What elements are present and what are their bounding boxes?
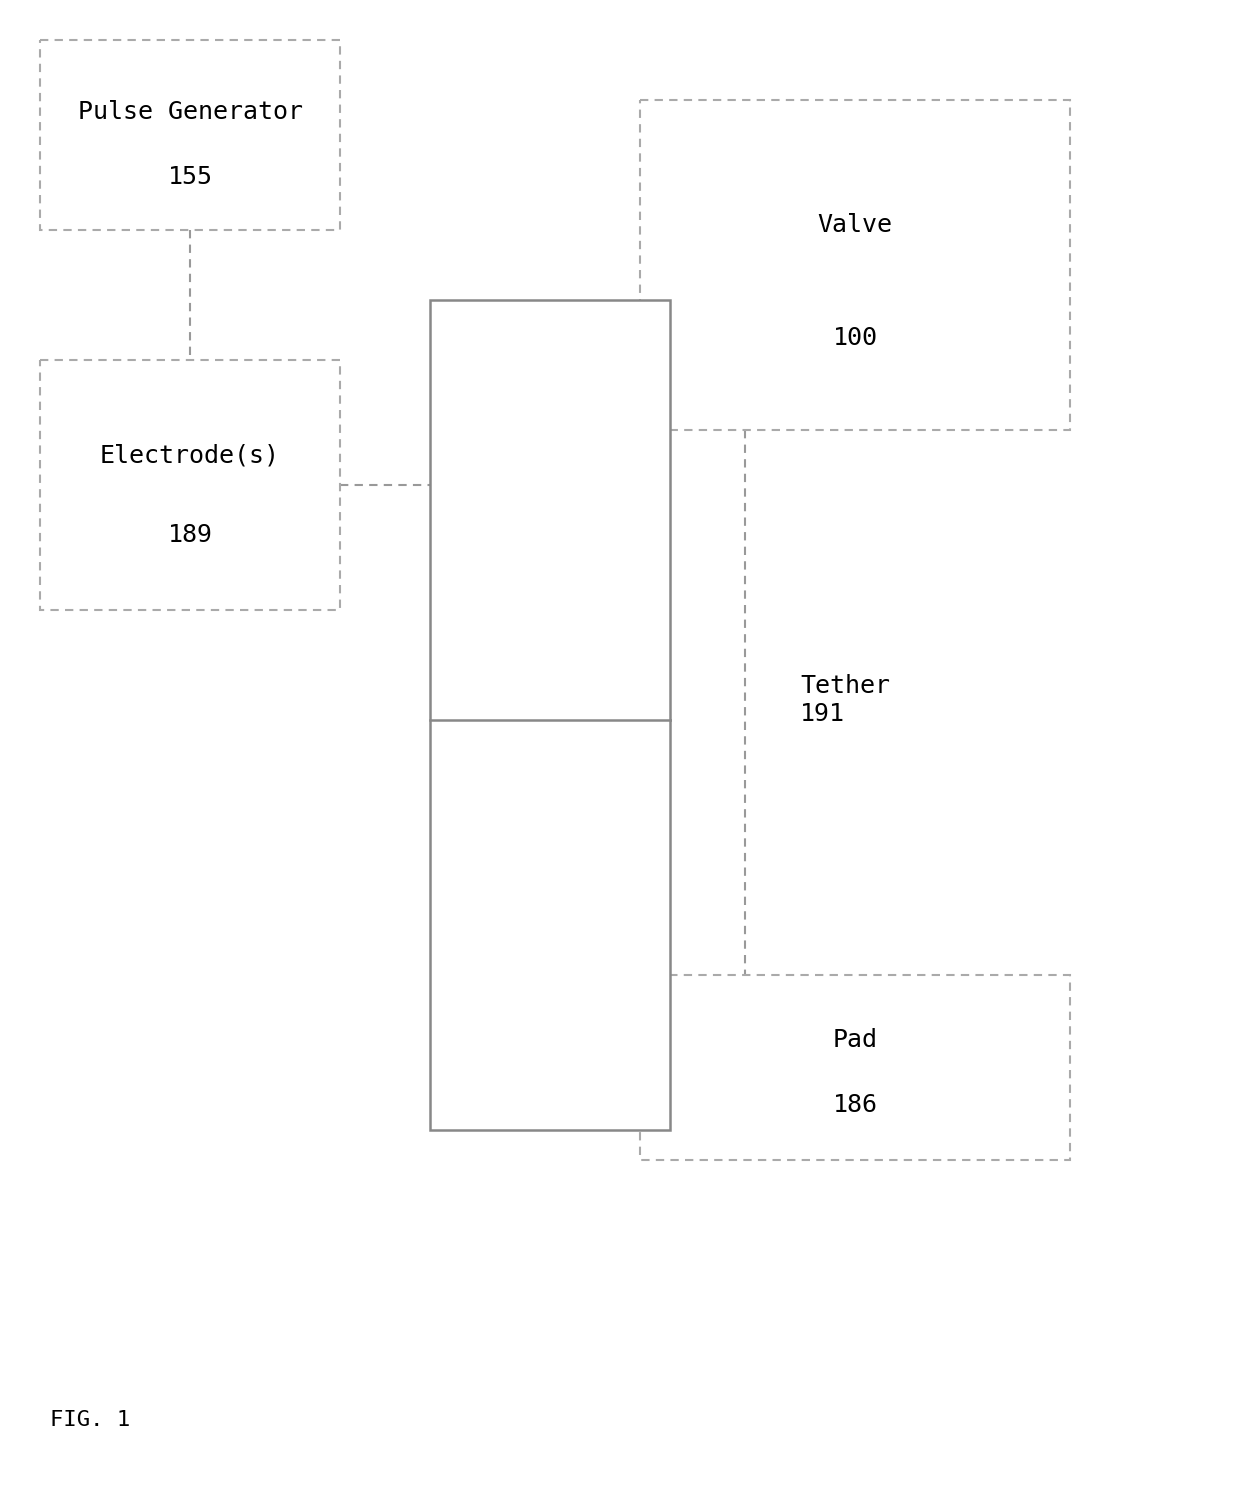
Text: FIG. 1: FIG. 1 — [50, 1410, 130, 1430]
Text: Tether
191: Tether 191 — [800, 674, 890, 725]
Text: Pad: Pad — [832, 1028, 878, 1052]
Text: 186: 186 — [832, 1093, 878, 1117]
Text: Valve: Valve — [817, 214, 893, 238]
Bar — [640, 99, 1070, 430]
Text: 155: 155 — [167, 166, 212, 188]
Bar — [40, 360, 340, 610]
Text: 189: 189 — [167, 524, 212, 546]
Text: Electrode(s): Electrode(s) — [100, 442, 280, 467]
Bar — [640, 975, 1070, 1160]
Text: Pulse Generator: Pulse Generator — [77, 101, 303, 125]
Bar — [430, 299, 670, 1130]
Text: 100: 100 — [832, 325, 878, 349]
Bar — [40, 41, 340, 230]
